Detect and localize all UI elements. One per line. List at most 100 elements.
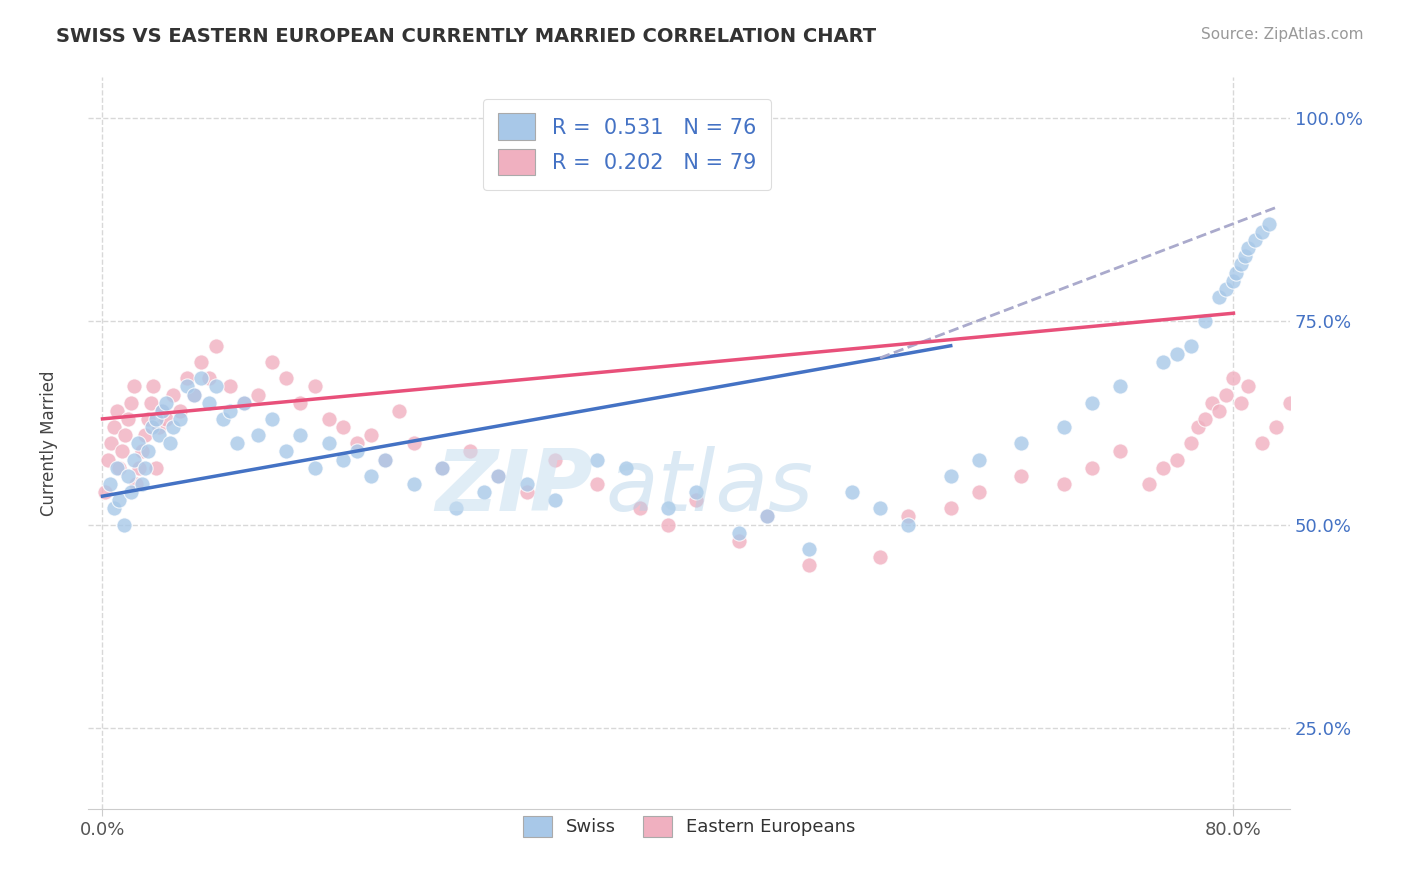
Point xyxy=(657,501,679,516)
Point xyxy=(262,412,284,426)
Point xyxy=(1201,395,1223,409)
Point xyxy=(176,379,198,393)
Point xyxy=(1215,387,1237,401)
Point xyxy=(1187,420,1209,434)
Text: SWISS VS EASTERN EUROPEAN CURRENTLY MARRIED CORRELATION CHART: SWISS VS EASTERN EUROPEAN CURRENTLY MARR… xyxy=(56,27,876,45)
Point xyxy=(1222,274,1244,288)
Point xyxy=(1208,404,1230,418)
Point xyxy=(131,477,153,491)
Point xyxy=(120,395,142,409)
Point xyxy=(897,509,920,524)
Point xyxy=(190,371,212,385)
Point xyxy=(225,436,247,450)
Point xyxy=(755,509,778,524)
Point xyxy=(388,404,411,418)
Point xyxy=(332,420,354,434)
Point xyxy=(1264,420,1286,434)
Point xyxy=(374,452,396,467)
Point xyxy=(103,501,125,516)
Point xyxy=(136,444,159,458)
Point xyxy=(1081,395,1104,409)
Point xyxy=(155,412,177,426)
Point xyxy=(841,485,863,500)
Point xyxy=(112,517,135,532)
Point xyxy=(1081,460,1104,475)
Point xyxy=(134,428,156,442)
Point xyxy=(586,452,609,467)
Point xyxy=(148,428,170,442)
Point xyxy=(939,468,962,483)
Point xyxy=(145,412,167,426)
Point xyxy=(290,395,312,409)
Point xyxy=(1229,395,1251,409)
Point xyxy=(332,452,354,467)
Point xyxy=(1250,436,1272,450)
Point xyxy=(1294,745,1316,759)
Point xyxy=(1222,371,1244,385)
Point xyxy=(190,355,212,369)
Point xyxy=(799,558,821,573)
Point xyxy=(247,387,270,401)
Point xyxy=(1225,266,1247,280)
Point xyxy=(346,436,368,450)
Point xyxy=(117,468,139,483)
Point xyxy=(169,404,191,418)
Point xyxy=(939,501,962,516)
Point xyxy=(346,444,368,458)
Point xyxy=(162,420,184,434)
Point xyxy=(232,395,254,409)
Point xyxy=(1180,339,1202,353)
Point xyxy=(869,501,891,516)
Point xyxy=(897,517,920,532)
Point xyxy=(430,460,453,475)
Point xyxy=(276,444,298,458)
Point xyxy=(1233,249,1256,263)
Point xyxy=(1194,412,1216,426)
Point xyxy=(155,395,177,409)
Point xyxy=(97,452,120,467)
Point xyxy=(94,485,117,500)
Point xyxy=(218,379,240,393)
Point xyxy=(869,550,891,565)
Point xyxy=(1236,379,1258,393)
Point xyxy=(1229,257,1251,271)
Point xyxy=(103,420,125,434)
Point xyxy=(150,404,173,418)
Point xyxy=(290,428,312,442)
Point xyxy=(685,493,707,508)
Point xyxy=(127,436,149,450)
Point xyxy=(247,428,270,442)
Point xyxy=(1243,233,1265,247)
Point xyxy=(145,460,167,475)
Point xyxy=(444,501,467,516)
Point xyxy=(755,509,778,524)
Point xyxy=(1215,282,1237,296)
Point xyxy=(967,485,990,500)
Point xyxy=(100,436,122,450)
Point xyxy=(111,444,134,458)
Point xyxy=(108,460,131,475)
Point xyxy=(458,444,481,458)
Point xyxy=(657,517,679,532)
Point xyxy=(150,404,173,418)
Point xyxy=(430,460,453,475)
Point xyxy=(1166,452,1188,467)
Point xyxy=(105,404,128,418)
Point xyxy=(125,477,148,491)
Point xyxy=(1152,355,1174,369)
Point xyxy=(1053,477,1076,491)
Point xyxy=(262,355,284,369)
Point xyxy=(727,525,749,540)
Point xyxy=(360,428,382,442)
Point xyxy=(967,452,990,467)
Point xyxy=(204,339,226,353)
Point xyxy=(1279,395,1302,409)
Point xyxy=(1236,241,1258,255)
Point xyxy=(1152,460,1174,475)
Point xyxy=(1194,314,1216,328)
Point xyxy=(122,379,145,393)
Point xyxy=(148,420,170,434)
Point xyxy=(134,460,156,475)
Point xyxy=(304,460,326,475)
Point xyxy=(628,501,651,516)
